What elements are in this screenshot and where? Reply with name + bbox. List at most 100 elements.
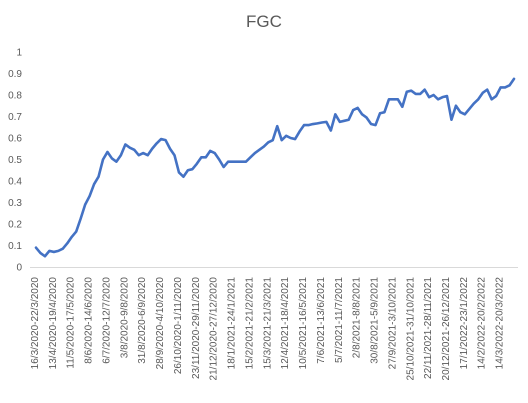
data-point — [307, 124, 310, 127]
data-point — [191, 168, 194, 171]
data-point — [79, 217, 82, 220]
data-point — [401, 105, 404, 108]
data-point — [61, 247, 64, 250]
data-point — [365, 116, 368, 119]
data-point — [454, 104, 457, 107]
x-tick-label: 14/3/2022-20/3/2022 — [495, 277, 506, 370]
x-tick-label: 26/10/2020-1/11/2020 — [173, 277, 184, 375]
x-tick-label: 5/7/2021-11/7/2021 — [334, 277, 345, 363]
x-tick-label: 31/8/2020-6/9/2020 — [137, 277, 148, 364]
data-point — [119, 154, 122, 157]
data-point — [227, 160, 230, 163]
data-point — [249, 156, 252, 159]
x-tick-label: 15/3/2021-21/3/2021 — [262, 277, 273, 370]
x-tick-label: 30/8/2021-5/9/2021 — [370, 277, 381, 364]
data-point — [499, 86, 502, 89]
data-point — [204, 156, 207, 159]
data-point — [477, 98, 480, 101]
y-tick-label: 0 — [16, 263, 22, 274]
data-point — [253, 152, 256, 155]
x-tick-label: 21/12/2020-27/12/2020 — [209, 277, 220, 381]
x-tick-label: 6/7/2020-12/7/2020 — [102, 277, 113, 364]
data-point — [200, 156, 203, 159]
data-point — [75, 230, 78, 233]
data-point — [177, 171, 180, 174]
data-point — [508, 84, 511, 87]
data-point — [370, 123, 373, 126]
data-point — [258, 148, 261, 151]
series-line — [34, 77, 516, 258]
data-point — [182, 175, 185, 178]
x-tick-label: 27/9/2021-3/10/2021 — [387, 277, 398, 370]
data-point — [151, 147, 154, 150]
y-tick-label: 0.4 — [8, 177, 22, 188]
data-point — [39, 252, 42, 255]
data-point — [57, 249, 60, 252]
x-tick-label: 20/12/2021-26/12/2021 — [441, 277, 452, 381]
data-point — [303, 124, 306, 127]
data-point — [213, 152, 216, 155]
data-point — [93, 183, 96, 186]
data-point — [513, 77, 515, 80]
data-point — [445, 95, 448, 98]
data-point — [128, 146, 131, 149]
data-point — [361, 113, 364, 116]
x-tick-label: 11/5/2020-17/5/2020 — [66, 277, 77, 369]
x-axis: 16/3/2020-22/3/2020 13/4/2020-19/4/2020 11… — [30, 277, 506, 381]
x-tick-label: 2/8/2021-8/8/2021 — [352, 277, 363, 359]
data-point — [133, 148, 136, 151]
data-point — [209, 149, 212, 152]
data-point — [468, 107, 471, 110]
data-point — [66, 242, 69, 245]
data-point — [240, 160, 243, 163]
x-tick-label: 28/9/2020-4/10/2020 — [155, 277, 166, 370]
data-point — [173, 154, 176, 157]
x-tick-label: 14/2/2022-20/2/2022 — [477, 277, 488, 370]
data-point — [347, 118, 350, 121]
data-point — [356, 106, 359, 109]
data-point — [195, 162, 198, 165]
data-point — [88, 195, 91, 198]
data-point — [320, 121, 323, 124]
data-point — [102, 158, 105, 161]
x-tick-label: 17/1/2022-23/1/2022 — [459, 277, 470, 370]
data-point — [137, 154, 140, 157]
data-point — [97, 175, 100, 178]
data-point — [285, 134, 288, 137]
data-point — [316, 122, 319, 125]
data-point — [267, 141, 270, 144]
y-tick-label: 0.9 — [8, 69, 22, 80]
data-point — [419, 92, 422, 95]
x-tick-label: 18/1/2021-24/1/2021 — [227, 277, 238, 370]
data-point — [276, 125, 279, 128]
data-point — [486, 88, 489, 91]
data-point — [472, 102, 475, 105]
data-point — [84, 203, 87, 206]
x-tick-label: 10/5/2021-16/5/2021 — [298, 277, 309, 370]
y-tick-label: 0.3 — [8, 198, 22, 209]
data-point — [52, 250, 55, 253]
data-point — [244, 160, 247, 163]
data-point — [392, 98, 395, 101]
x-tick-label: 12/4/2021-18/4/2021 — [280, 277, 291, 370]
x-tick-label: 13/4/2020-19/4/2020 — [48, 277, 59, 370]
data-point — [106, 150, 109, 153]
y-tick-label: 0.2 — [8, 220, 22, 231]
data-point — [289, 137, 292, 139]
data-point — [329, 129, 332, 132]
data-point — [378, 112, 381, 115]
data-point — [231, 160, 234, 163]
data-point — [236, 160, 239, 163]
data-point — [271, 139, 274, 142]
data-point — [43, 255, 46, 258]
y-tick-label: 0.1 — [8, 241, 22, 252]
chart-title: FGC — [246, 12, 282, 31]
data-point — [294, 138, 297, 141]
y-tick-label: 0.7 — [8, 112, 22, 123]
data-point — [441, 96, 444, 99]
data-point — [459, 111, 462, 114]
data-point — [423, 88, 426, 91]
data-point — [325, 120, 328, 123]
